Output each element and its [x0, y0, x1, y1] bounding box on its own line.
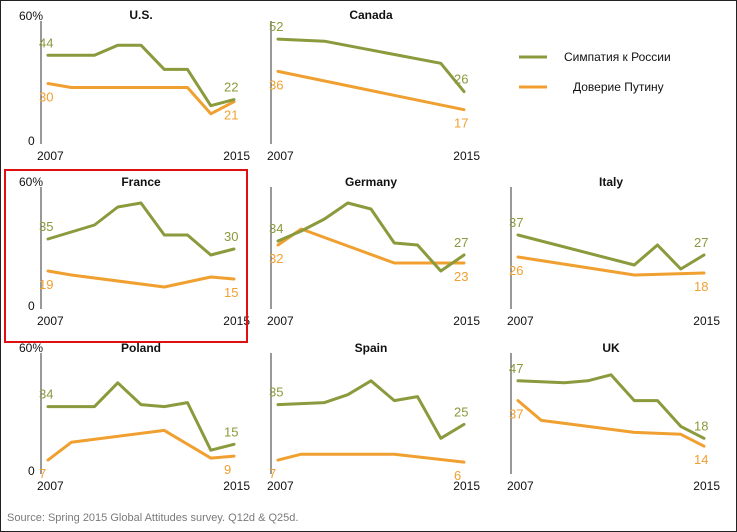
panel-italy: Italy 2007 2015 37 26 27 18	[507, 175, 720, 328]
panel-title: UK	[602, 341, 620, 355]
data-label: 15	[224, 424, 238, 439]
sympathy-line	[276, 379, 466, 440]
data-label: 22	[224, 80, 238, 95]
trust-line	[46, 82, 236, 116]
panel-title: Germany	[345, 175, 397, 189]
highlight-box	[4, 169, 248, 343]
x-tick-label: 2015	[453, 314, 480, 328]
legend: Симпатия к России Доверие Путину	[519, 50, 671, 94]
trust-line	[516, 255, 706, 277]
data-label: 9	[224, 462, 231, 477]
sympathy-line	[516, 233, 706, 271]
data-label: 34	[269, 221, 283, 236]
sympathy-line	[276, 201, 466, 273]
data-label: 6	[454, 468, 461, 483]
panel-title: Italy	[599, 175, 623, 189]
panel-title: Spain	[355, 341, 388, 355]
y-tick-label: 0	[28, 299, 35, 313]
x-tick-label: 2007	[37, 479, 64, 493]
x-tick-label: 2015	[693, 314, 720, 328]
data-label: 36	[269, 77, 283, 92]
data-label: 30	[224, 229, 238, 244]
data-label: 37	[509, 215, 523, 230]
panel-title: France	[121, 175, 161, 189]
y-tick-label: 60%	[19, 175, 43, 189]
x-tick-label: 2015	[693, 479, 720, 493]
data-label: 18	[694, 418, 708, 433]
y-tick-label: 0	[28, 134, 35, 148]
trust-line	[276, 69, 466, 112]
y-tick-label: 60%	[19, 341, 43, 355]
x-tick-label: 2007	[37, 149, 64, 163]
trust-line	[516, 399, 706, 448]
legend-label: Симпатия к России	[564, 50, 671, 64]
panel-spain: Spain 2007 2015 35 7 25 6	[267, 341, 480, 493]
data-label: 7	[269, 466, 276, 481]
data-label: 26	[509, 263, 523, 278]
sympathy-line	[276, 37, 466, 94]
panel-poland: Poland 2007 2015 60% 0 34 7 15 9	[19, 341, 250, 493]
sympathy-line	[46, 201, 236, 257]
data-label: 30	[39, 90, 53, 105]
source-note: Source: Spring 2015 Global Attitudes sur…	[7, 512, 299, 524]
data-label: 23	[454, 269, 468, 284]
x-tick-label: 2007	[507, 314, 534, 328]
x-tick-label: 2007	[267, 479, 294, 493]
data-label: 25	[454, 404, 468, 419]
data-label: 32	[269, 251, 283, 266]
data-label: 17	[454, 116, 468, 131]
x-tick-label: 2007	[507, 479, 534, 493]
panel-title: Poland	[121, 341, 161, 355]
data-label: 19	[39, 277, 53, 292]
x-tick-label: 2015	[453, 479, 480, 493]
y-tick-label: 60%	[19, 9, 43, 23]
panel-title: U.S.	[129, 8, 152, 22]
panel-uk: UK 2007 2015 47 37 18 14	[507, 341, 720, 493]
x-tick-label: 2015	[223, 479, 250, 493]
x-tick-label: 2007	[267, 149, 294, 163]
x-tick-label: 2015	[223, 149, 250, 163]
x-tick-label: 2007	[37, 314, 64, 328]
data-label: 14	[694, 452, 708, 467]
panel-france: France 2007 2015 60% 0 35 19 30 15	[4, 169, 250, 343]
panel-u-s-: U.S. 2007 2015 60% 0 44 30 22 21	[19, 8, 250, 163]
trust-line	[46, 428, 236, 462]
sympathy-line	[46, 43, 236, 108]
x-tick-label: 2007	[267, 314, 294, 328]
data-label: 35	[39, 219, 53, 234]
data-label: 15	[224, 285, 238, 300]
data-label: 26	[454, 72, 468, 87]
data-label: 21	[224, 108, 238, 123]
data-label: 27	[454, 235, 468, 250]
y-tick-label: 0	[28, 464, 35, 478]
data-label: 47	[509, 361, 523, 376]
sympathy-line	[516, 373, 706, 440]
legend-label: Доверие Путину	[573, 80, 664, 94]
panel-title: Canada	[349, 8, 393, 22]
x-tick-label: 2015	[453, 149, 480, 163]
panel-canada: Canada 2007 2015 52 36 26 17	[267, 8, 480, 163]
trust-line	[276, 452, 466, 464]
data-label: 7	[39, 466, 46, 481]
trust-line	[46, 269, 236, 289]
data-label: 44	[39, 35, 53, 50]
data-label: 37	[509, 407, 523, 422]
data-label: 18	[694, 279, 708, 294]
data-label: 35	[269, 385, 283, 400]
trust-line	[276, 227, 466, 265]
data-label: 34	[39, 387, 53, 402]
sympathy-line	[46, 381, 236, 452]
data-label: 52	[269, 19, 283, 34]
x-tick-label: 2015	[223, 314, 250, 328]
data-label: 27	[694, 235, 708, 250]
panel-germany: Germany 2007 2015 34 32 27 23	[267, 175, 480, 328]
